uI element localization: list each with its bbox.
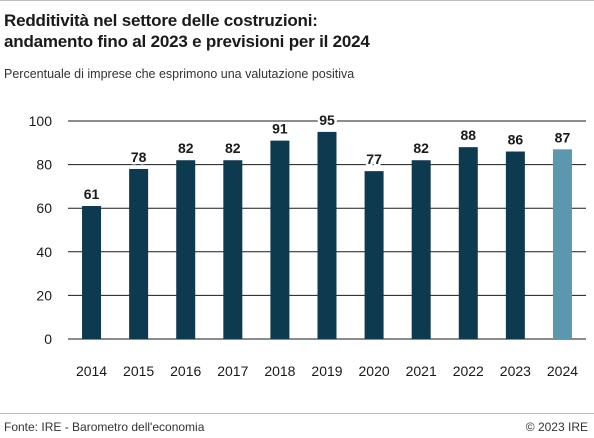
y-tick-label-0: 0 <box>44 331 52 347</box>
y-tick-label-100: 100 <box>29 113 53 129</box>
data-label-2023: 86 <box>508 132 524 148</box>
data-label-2017: 82 <box>225 140 241 156</box>
x-axis-ticks: 2014 2015 2016 2017 2018 2019 2020 2021 2022 2023… <box>76 363 578 379</box>
chart-title: Redditività nel settore delle costruzion… <box>4 10 370 52</box>
bar-2024 <box>552 149 572 339</box>
x-tick-label-2014: 2014 <box>76 363 107 379</box>
bar-2021 <box>411 160 431 339</box>
copyright-note: © 2023 IRE <box>525 420 588 434</box>
data-label-2020: 77 <box>366 151 382 167</box>
x-tick-label-2020: 2020 <box>359 363 390 379</box>
x-tick-label-2021: 2021 <box>406 363 437 379</box>
y-tick-label-80: 80 <box>36 157 52 173</box>
y-tick-label-20: 20 <box>36 287 52 303</box>
bar-2023 <box>505 151 525 339</box>
data-labels: 61 78 82 82 91 95 77 82 88 86 87 <box>81 109 573 204</box>
x-tick-label-2023: 2023 <box>500 363 531 379</box>
y-tick-label-40: 40 <box>36 244 52 260</box>
data-label-2022: 88 <box>460 127 476 143</box>
data-label-2015: 78 <box>131 149 147 165</box>
x-tick-label-2022: 2022 <box>453 363 484 379</box>
data-label-2019: 95 <box>319 112 335 128</box>
x-tick-label-2018: 2018 <box>264 363 295 379</box>
top-rule <box>0 0 594 1</box>
footer-rule <box>0 413 594 414</box>
bar-2014 <box>82 206 102 339</box>
bar-2016 <box>176 160 196 339</box>
title-line-2: andamento fino al 2023 e previsioni per … <box>4 32 370 51</box>
bar-2020 <box>364 171 384 339</box>
data-label-2024: 87 <box>555 129 571 145</box>
bar-2018 <box>270 140 290 339</box>
bar-2019 <box>317 131 337 339</box>
y-axis-ticks: 0 20 40 60 80 100 <box>29 113 53 347</box>
source-note: Fonte: IRE - Barometro dell'economia <box>4 420 205 434</box>
data-label-2018: 91 <box>272 121 288 137</box>
bar-chart: 0 20 40 60 80 100 61 78 82 82 91 95 77 82 88 86 87 2014… <box>28 109 586 379</box>
bar-2015 <box>129 168 149 339</box>
bar-2017 <box>223 160 243 339</box>
chart-subtitle: Percentuale di imprese che esprimono una… <box>4 67 355 81</box>
data-label-2021: 82 <box>413 140 429 156</box>
data-label-2016: 82 <box>178 140 194 156</box>
bar-2022 <box>458 147 478 339</box>
y-tick-label-60: 60 <box>36 200 52 216</box>
title-line-1: Redditività nel settore delle costruzion… <box>4 11 318 30</box>
x-tick-label-2015: 2015 <box>123 363 154 379</box>
x-tick-label-2016: 2016 <box>170 363 201 379</box>
x-tick-label-2024: 2024 <box>547 363 578 379</box>
bars <box>82 131 572 339</box>
x-tick-label-2019: 2019 <box>311 363 342 379</box>
x-tick-label-2017: 2017 <box>217 363 248 379</box>
data-label-2014: 61 <box>84 186 100 202</box>
